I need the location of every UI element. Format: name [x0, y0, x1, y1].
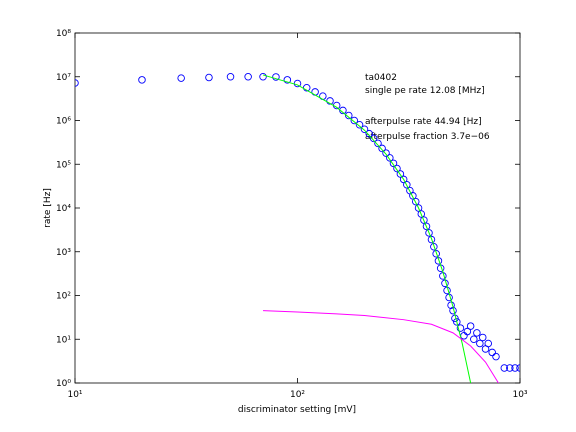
- data-point: [425, 229, 433, 237]
- data-point: [412, 197, 420, 206]
- annotation: afterpulse rate 44.94 [Hz]: [365, 117, 482, 127]
- fit-line: [263, 310, 499, 383]
- y-tick-label: 10⁷: [56, 73, 71, 83]
- data-point: [339, 106, 347, 115]
- data-point: [365, 129, 373, 138]
- data-point: [432, 250, 440, 258]
- annotation: afterpulse fraction 3.7e−06: [365, 132, 490, 142]
- x-tick-label: 10³: [512, 390, 527, 400]
- data-point: [430, 243, 438, 251]
- data-point: [463, 327, 472, 336]
- data-point: [484, 339, 493, 348]
- plot-area: [74, 32, 521, 384]
- annotation: single pe rate 12.08 [MHz]: [365, 86, 485, 96]
- data-point: [272, 73, 280, 81]
- data-point: [414, 204, 423, 212]
- data-point: [420, 216, 428, 224]
- x-tick-label: 10²: [290, 390, 305, 400]
- data-point: [226, 72, 235, 81]
- data-point: [488, 348, 496, 357]
- data-point: [453, 318, 461, 326]
- y-tick-label: 10⁵: [56, 160, 71, 170]
- data-point: [75, 79, 79, 87]
- data-point: [283, 76, 292, 84]
- x-axis-label: discriminator setting [mV]: [238, 405, 356, 415]
- data-point: [355, 120, 364, 129]
- y-tick-label: 10⁴: [56, 204, 71, 214]
- data-point: [403, 180, 411, 189]
- data-point: [506, 364, 514, 372]
- data-point: [389, 159, 398, 168]
- data-point: [386, 154, 394, 162]
- fit-line: [262, 74, 472, 383]
- data-point: [456, 324, 465, 332]
- data-point: [422, 222, 431, 231]
- y-tick-label: 10¹: [56, 335, 71, 345]
- data-point: [360, 125, 369, 134]
- data-point: [369, 134, 378, 143]
- x-tick-label: 10¹: [67, 390, 82, 400]
- data-point: [393, 164, 401, 173]
- data-point: [345, 111, 353, 120]
- data-point: [378, 144, 386, 153]
- data-point: [399, 175, 408, 184]
- data-point: [409, 192, 417, 200]
- data-point: [427, 235, 436, 244]
- data-point: [511, 364, 519, 372]
- data-point: [470, 335, 478, 344]
- data-point: [500, 364, 509, 372]
- y-tick-label: 10³: [56, 248, 71, 258]
- data-layer: [75, 72, 520, 383]
- data-point: [138, 76, 146, 84]
- data-point: [476, 339, 484, 348]
- data-point: [350, 116, 359, 125]
- annotation: ta0402: [365, 73, 397, 83]
- data-point: [205, 73, 213, 82]
- data-point: [374, 139, 382, 148]
- data-point: [473, 329, 481, 337]
- data-point: [382, 149, 390, 157]
- data-point: [466, 322, 475, 330]
- y-tick-label: 10⁰: [56, 379, 71, 389]
- data-point: [244, 72, 252, 81]
- data-point: [326, 97, 334, 105]
- y-tick-label: 10⁸: [56, 29, 71, 39]
- y-axis-label: rate [Hz]: [43, 188, 53, 228]
- data-point: [259, 72, 267, 81]
- data-point: [417, 210, 426, 218]
- y-tick-label: 10²: [56, 292, 71, 302]
- data-point: [396, 170, 405, 178]
- y-tick-label: 10⁶: [56, 117, 71, 127]
- data-point: [478, 333, 487, 342]
- data-point: [492, 352, 500, 361]
- data-point: [177, 74, 185, 82]
- data-point: [516, 364, 520, 372]
